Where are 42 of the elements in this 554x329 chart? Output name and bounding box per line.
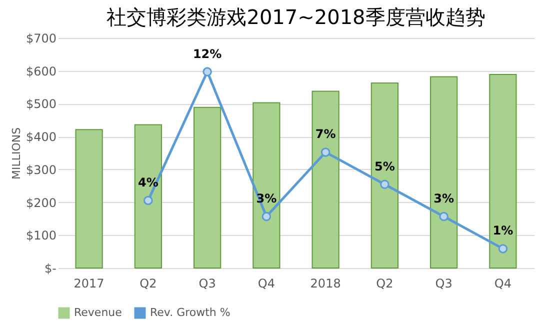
- legend-label: Rev. Growth %: [150, 306, 230, 319]
- y-tick-label: $600: [26, 64, 56, 78]
- bar: [370, 82, 398, 268]
- point: [498, 244, 508, 254]
- y-tick-label: $300: [26, 162, 56, 177]
- x-tick-label: Q4: [258, 276, 275, 290]
- bar: [134, 124, 162, 268]
- bar: [75, 129, 103, 268]
- y-tick-label: $400: [26, 130, 56, 144]
- data-label: 1%: [492, 224, 514, 238]
- data-label: 3%: [434, 192, 454, 206]
- x-tick-label: 2017: [74, 276, 104, 290]
- data-label: 5%: [374, 159, 395, 174]
- bar: [252, 102, 280, 268]
- bar: [489, 74, 517, 268]
- y-axis-title: MILLIONS: [10, 127, 23, 180]
- y-tick-label: $100: [26, 228, 56, 243]
- point: [320, 148, 330, 157]
- bar: [430, 76, 458, 268]
- point: [144, 196, 153, 206]
- x-tick-label: Q3: [198, 276, 216, 290]
- x-tick-label: 2018: [310, 276, 341, 290]
- data-label: 12%: [192, 46, 222, 61]
- point: [380, 180, 390, 189]
- y-tick-label: $700: [26, 32, 56, 46]
- bar: [194, 106, 222, 268]
- y-tick-label: $200: [26, 196, 56, 210]
- x-tick-label: Q2: [376, 276, 394, 290]
- y-tick-label: $-: [44, 262, 56, 276]
- x-tick-label: Q3: [435, 276, 452, 290]
- y-tick-label: $500: [26, 97, 56, 112]
- data-label: 3%: [256, 192, 277, 206]
- point: [262, 212, 272, 222]
- legend-label: Revenue: [74, 306, 122, 319]
- data-label: 4%: [138, 175, 158, 190]
- x-tick-label: Q2: [140, 276, 157, 290]
- x-tick-label: Q4: [494, 276, 512, 290]
- bar: [312, 90, 340, 268]
- point: [202, 67, 212, 76]
- data-label: 7%: [315, 127, 336, 142]
- point: [439, 212, 448, 222]
- chart-title: 社交博彩类游戏2017~2018季度营收趋势: [106, 5, 486, 29]
